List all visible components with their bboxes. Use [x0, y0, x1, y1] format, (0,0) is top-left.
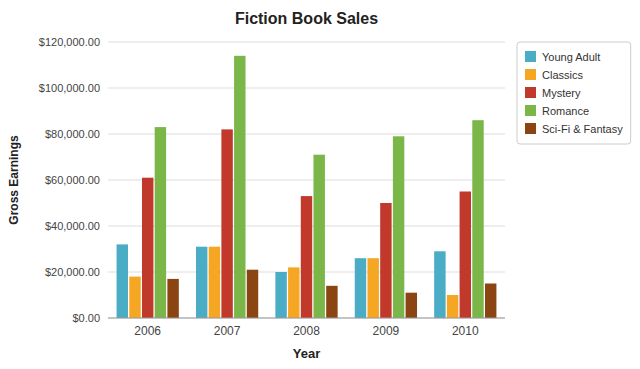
y-tick-label: $60,000.00 [45, 174, 100, 186]
bar [393, 136, 404, 318]
bar [196, 247, 207, 318]
chart: Fiction Book Sales $0.00 $20,000.00 $40,000… [0, 0, 640, 369]
legend-swatch [525, 105, 536, 116]
x-axis-label: Year [293, 346, 320, 361]
bar [367, 258, 378, 318]
bar [288, 267, 299, 318]
bar [129, 277, 140, 318]
bar [142, 178, 153, 318]
legend-label: Young Adult [542, 51, 600, 63]
bar [460, 192, 471, 319]
legend: Young Adult Classics Mystery Romance Sci-Fi … [517, 42, 631, 144]
bar [380, 203, 391, 318]
y-tick-label: $0.00 [72, 312, 100, 324]
bar [406, 293, 417, 318]
x-axis-line [108, 318, 505, 319]
grid-line [108, 88, 505, 89]
legend-label: Sci-Fi & Fantasy [542, 123, 623, 135]
bar [301, 196, 312, 318]
legend-label: Romance [542, 105, 589, 117]
grid-line [108, 134, 505, 135]
title: Fiction Book Sales [235, 10, 378, 27]
y-tick-label: $120,000.00 [39, 36, 100, 48]
x-tick-label: 2010 [452, 324, 479, 338]
y-tick-label: $80,000.00 [45, 128, 100, 140]
bar [472, 120, 483, 318]
x-tick-label: 2006 [134, 324, 161, 338]
bar [234, 56, 245, 318]
grid-line [108, 180, 505, 181]
y-tick-label: $100,000.00 [39, 82, 100, 94]
legend-label: Mystery [542, 87, 581, 99]
legend-label: Classics [542, 69, 583, 81]
legend-swatch [525, 87, 536, 98]
bar [447, 295, 458, 318]
grid-line [108, 318, 505, 319]
legend-frame [517, 42, 631, 144]
legend-swatch [525, 51, 536, 62]
bars [117, 56, 497, 318]
bar [485, 284, 496, 319]
page: {"chart_data": {"type": "bar", "title": … [0, 0, 640, 369]
x-tick-label: 2007 [214, 324, 241, 338]
bar [326, 286, 337, 318]
bar [247, 270, 258, 318]
legend-swatch [525, 69, 536, 80]
y-tick-label: $20,000.00 [45, 266, 100, 278]
bar [167, 279, 178, 318]
bar [155, 127, 166, 318]
x-tick-label: 2009 [373, 324, 400, 338]
bar [221, 129, 232, 318]
bar [209, 247, 220, 318]
bar [355, 258, 366, 318]
grid-line [108, 42, 505, 43]
bar [313, 155, 324, 318]
bar [117, 244, 128, 318]
bar [434, 251, 445, 318]
x-tick-label: 2008 [293, 324, 320, 338]
bar [275, 272, 286, 318]
grid [108, 42, 505, 318]
y-tick-label: $40,000.00 [45, 220, 100, 232]
legend-swatch [525, 123, 536, 134]
y-axis-label: Gross Earnings [7, 135, 21, 225]
